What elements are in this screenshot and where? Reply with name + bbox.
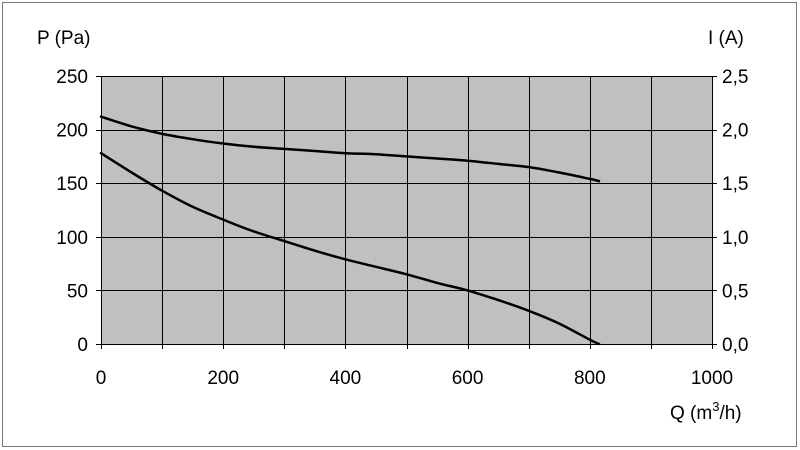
x-axis-title: Q (m3/h) (670, 399, 742, 424)
left-y-tick-label: 150 (56, 174, 88, 195)
x-tick-label: 0 (96, 368, 107, 389)
data-series (99, 115, 601, 346)
plot-area (101, 76, 712, 344)
left-y-tick-label: 100 (56, 228, 88, 249)
x-tick-label: 200 (207, 368, 239, 389)
grid-lines (101, 76, 712, 344)
current-curve-line (99, 115, 601, 183)
right-y-tick-label: 2,0 (722, 121, 748, 142)
x-tick-label: 600 (452, 368, 484, 389)
x-axis-title-tail: /h) (719, 403, 741, 424)
left-axis-title: P (Pa) (37, 28, 91, 49)
right-y-tick-label: 0,5 (722, 281, 748, 302)
x-axis-title-main: Q (m (670, 403, 712, 424)
x-tick-label: 800 (574, 368, 606, 389)
tick-labels: 0 200 400 600 800 1000 0 50 100 150 200 250 0,0 0,5 1,… (56, 67, 748, 389)
x-tick-label: 400 (330, 368, 362, 389)
right-y-tick-label: 1,5 (722, 174, 748, 195)
x-axis-title-superscript: 3 (712, 399, 719, 414)
pressure-curve-line (99, 151, 601, 346)
right-y-tick-label: 0,0 (722, 335, 748, 356)
right-axis-title: I (A) (708, 28, 744, 49)
left-y-tick-label: 200 (56, 121, 88, 142)
x-tick-label: 1000 (691, 368, 733, 389)
axes (96, 76, 717, 349)
right-y-tick-label: 1,0 (722, 228, 748, 249)
left-y-tick-label: 250 (56, 67, 88, 88)
left-y-tick-label: 50 (67, 281, 88, 302)
right-y-tick-label: 2,5 (722, 67, 748, 88)
left-y-tick-label: 0 (77, 335, 88, 356)
